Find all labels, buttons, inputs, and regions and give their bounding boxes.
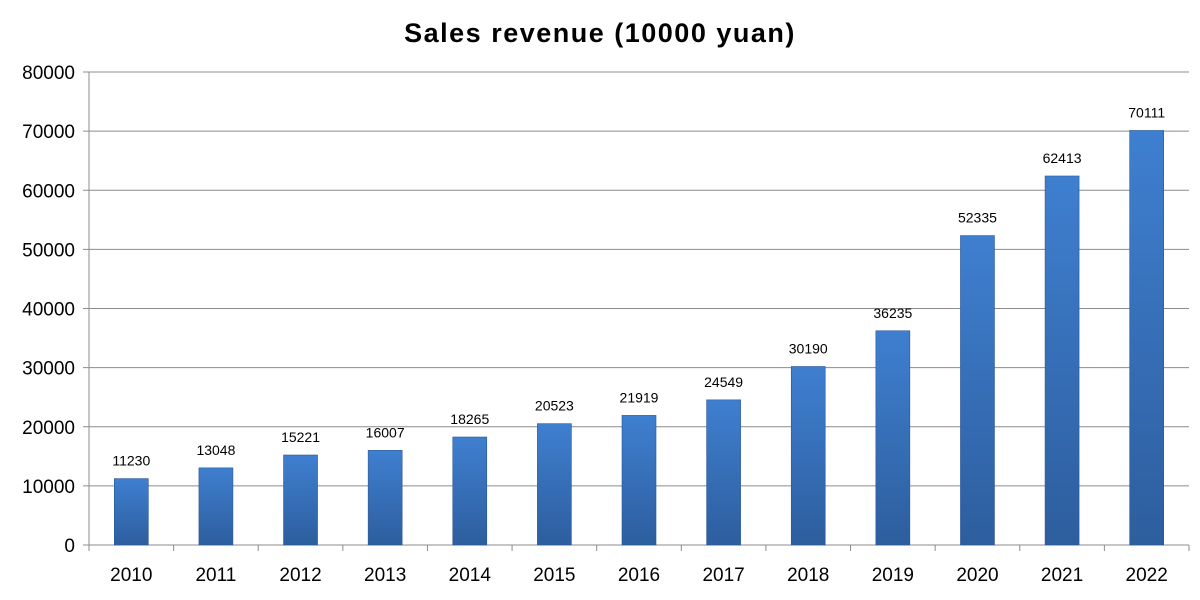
bar [706,399,741,546]
data-label: 11230 [112,453,150,469]
bar [367,450,403,546]
bar [537,423,572,546]
data-label: 18265 [450,411,489,427]
data-label: 52335 [958,210,997,226]
x-tick-label: 2016 [618,565,660,586]
y-tick-label: 60000 [22,181,75,202]
x-tick-label: 2018 [787,565,829,586]
x-tick-label: 2011 [195,565,236,586]
x-tick-label: 2021 [1041,565,1083,586]
y-tick-label: 20000 [22,418,75,439]
data-label: 30190 [789,341,828,357]
x-tick-label: 2013 [364,565,406,586]
bar [114,478,149,546]
data-label: 20523 [535,398,574,414]
labels: 0 10000 20000 30000 40000 50000 60000 70000 8000… [22,63,1168,586]
bar [198,467,234,546]
x-tick-label: 2010 [110,565,152,586]
x-tick-label: 2015 [533,565,575,586]
y-tick-label: 10000 [22,477,75,498]
data-label: 70111 [1128,104,1165,120]
bar [283,454,318,546]
data-label: 24549 [704,374,743,390]
data-label: 21919 [620,389,659,405]
y-tick-label: 40000 [22,300,75,321]
bar [452,436,488,546]
x-tick-label: 2017 [702,565,744,586]
bar [1129,130,1164,546]
x-tick-label: 2022 [1126,565,1168,586]
y-tick-label: 50000 [22,240,75,261]
bar [1044,175,1080,546]
data-label: 15221 [281,429,320,445]
y-tick-label: 70000 [22,122,75,143]
bar [621,415,657,546]
y-tick-label: 0 [64,536,75,557]
bar [875,330,911,546]
x-tick-label: 2020 [956,565,998,586]
data-label: 62413 [1043,150,1082,166]
chart-title: Sales revenue (10000 yuan) [404,18,796,48]
bar [960,235,995,546]
x-tick-label: 2012 [279,565,321,586]
x-tick-label: 2019 [872,565,914,586]
x-tick-label: 2014 [449,565,492,586]
data-label: 16007 [366,424,405,440]
y-tick-label: 30000 [22,359,75,380]
bar [790,366,826,546]
data-label: 13048 [196,442,235,458]
y-tick-label: 80000 [22,63,75,84]
data-label: 36235 [873,305,912,321]
bars [114,130,1164,546]
